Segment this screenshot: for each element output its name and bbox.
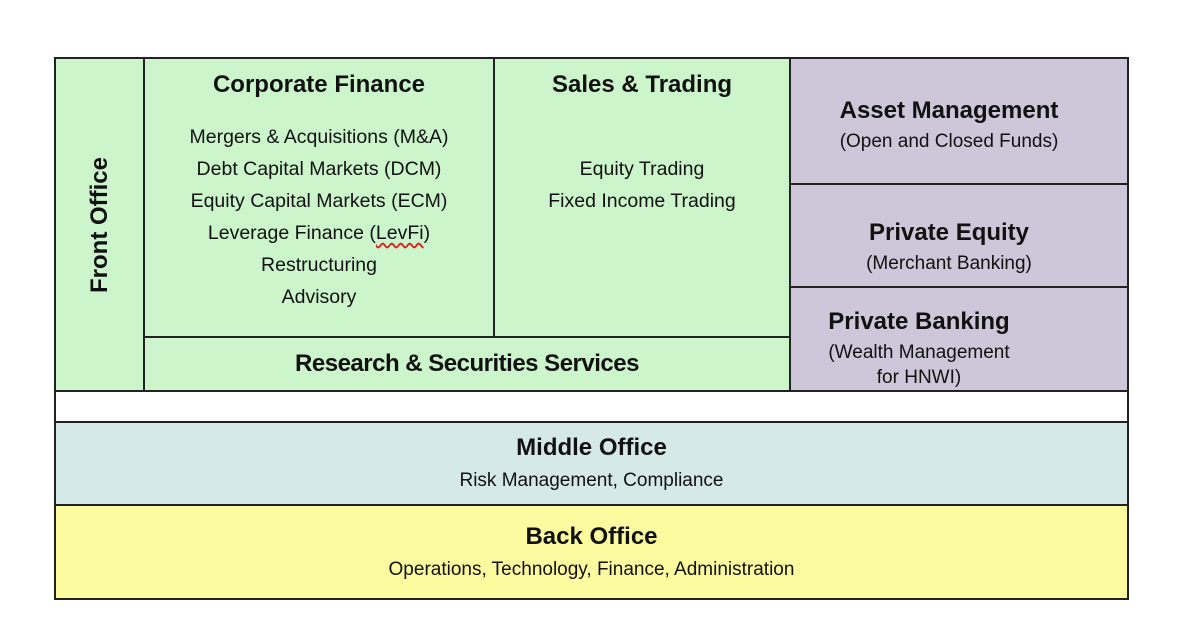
st-item: Equity Trading xyxy=(579,158,705,180)
cf-item: Mergers & Acquisitions (M&A) xyxy=(189,126,449,148)
front-office-column: Front Office xyxy=(54,57,145,392)
private-banking-title: Private Banking xyxy=(828,308,1010,335)
cf-item-text: Leverage Finance ( xyxy=(207,222,376,244)
st-item: Fixed Income Trading xyxy=(548,190,736,212)
private-equity-title: Private Equity xyxy=(868,219,1030,246)
asset-management-box: Asset Management (Open and Closed Funds) xyxy=(789,57,1129,185)
middle-office-title: Middle Office xyxy=(516,434,667,461)
research-box: Research & Securities Services xyxy=(143,336,791,392)
middle-office-box: Middle Office Risk Management, Complianc… xyxy=(54,421,1129,506)
sales-trading-box: Sales & Trading Equity Trading Fixed Inc… xyxy=(493,57,791,338)
cf-item-levfi: Leverage Finance (LevFi) xyxy=(208,217,430,249)
spellcheck-underlined-text: LevFi xyxy=(375,222,424,244)
cf-item-text: ) xyxy=(423,222,431,244)
sales-trading-title: Sales & Trading xyxy=(551,71,733,98)
back-office-title: Back Office xyxy=(525,522,658,550)
front-office-label: Front Office xyxy=(85,156,113,293)
cf-item: Equity Capital Markets (ECM) xyxy=(190,190,448,212)
middle-office-subtitle: Risk Management, Compliance xyxy=(459,470,724,491)
research-title: Research & Securities Services xyxy=(295,350,639,377)
cf-item: Restructuring xyxy=(261,254,377,276)
asset-management-subtitle: (Open and Closed Funds) xyxy=(839,131,1059,152)
private-banking-box: Private Banking (Wealth Management for H… xyxy=(789,286,1129,392)
private-equity-subtitle: (Merchant Banking) xyxy=(866,253,1032,274)
asset-management-title: Asset Management xyxy=(839,97,1059,124)
private-equity-box: Private Equity (Merchant Banking) xyxy=(789,183,1129,288)
back-office-subtitle: Operations, Technology, Finance, Adminis… xyxy=(388,558,795,580)
private-banking-subtitle: for HNWI) xyxy=(876,367,962,388)
cf-item: Advisory xyxy=(281,286,357,308)
cf-item: Debt Capital Markets (DCM) xyxy=(196,158,442,180)
back-office-box: Back Office Operations, Technology, Fina… xyxy=(54,504,1129,600)
corporate-finance-title: Corporate Finance xyxy=(212,71,426,98)
private-banking-subtitle: (Wealth Management xyxy=(828,342,1010,363)
corporate-finance-box: Corporate Finance Mergers & Acquisitions… xyxy=(143,57,495,338)
